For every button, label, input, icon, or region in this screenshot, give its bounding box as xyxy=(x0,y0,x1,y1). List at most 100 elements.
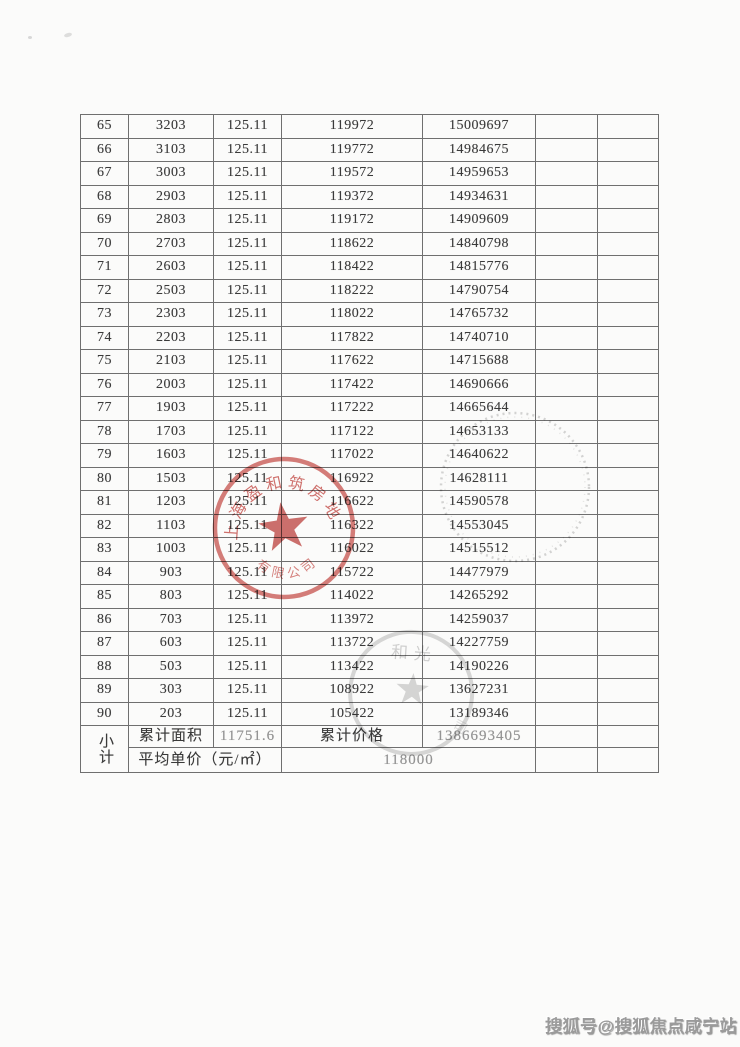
area: 125.11 xyxy=(213,537,282,562)
cumulative-price-label: 累计价格 xyxy=(281,725,423,748)
area: 125.11 xyxy=(213,419,282,444)
cumulative-price-value: 1386693405 xyxy=(422,725,536,748)
total-price: 14515512 xyxy=(422,537,536,562)
unit-price: 113972 xyxy=(281,607,423,632)
blank-cell xyxy=(535,208,598,233)
unit-price: 116622 xyxy=(281,490,423,515)
blank-cell xyxy=(535,654,598,679)
blank-cell xyxy=(597,349,659,374)
total-price: 14477979 xyxy=(422,560,536,585)
blank-cell xyxy=(597,255,659,280)
blank-cell xyxy=(597,584,659,609)
unit-no: 1203 xyxy=(128,490,214,515)
blank-cell xyxy=(597,114,659,139)
average-price-label: 平均单价（元/㎡） xyxy=(128,747,282,773)
row-no: 66 xyxy=(80,137,129,162)
subtotal-label: 小计 xyxy=(80,725,129,773)
total-price: 14653133 xyxy=(422,419,536,444)
blank-cell xyxy=(597,631,659,656)
blank-cell xyxy=(535,302,598,327)
blank-cell xyxy=(597,137,659,162)
row-no: 77 xyxy=(80,396,129,421)
total-price: 14959653 xyxy=(422,161,536,186)
area: 125.11 xyxy=(213,443,282,468)
unit-price: 105422 xyxy=(281,701,423,726)
unit-price: 113722 xyxy=(281,631,423,656)
summary-row-1: 小计 累计面积 11751.6 累计价格 1386693405 xyxy=(80,725,659,773)
unit-no: 2903 xyxy=(128,184,214,209)
area: 125.11 xyxy=(213,701,282,726)
unit-no: 703 xyxy=(128,607,214,632)
blank-cell xyxy=(535,184,598,209)
area: 125.11 xyxy=(213,349,282,374)
total-price: 14665644 xyxy=(422,396,536,421)
area: 125.11 xyxy=(213,396,282,421)
unit-no: 3003 xyxy=(128,161,214,186)
total-price: 15009697 xyxy=(422,114,536,139)
area: 125.11 xyxy=(213,607,282,632)
table-row: 77 1903 125.11 117222 14665644 xyxy=(80,396,659,421)
cumulative-area-label: 累计面积 xyxy=(128,725,214,748)
unit-no: 203 xyxy=(128,701,214,726)
blank-cell xyxy=(597,419,659,444)
table-row: 68 2903 125.11 119372 14934631 xyxy=(80,184,659,209)
blank-cell xyxy=(535,325,598,350)
unit-no: 1903 xyxy=(128,396,214,421)
total-price: 14840798 xyxy=(422,231,536,256)
area: 125.11 xyxy=(213,278,282,303)
blank-cell xyxy=(597,278,659,303)
table-body: 65 3203 125.11 119972 15009697 66 3103 125.11 11… xyxy=(80,114,659,726)
table-row: 76 2003 125.11 117422 14690666 xyxy=(80,372,659,397)
blank-cell xyxy=(597,725,659,748)
blank-cell xyxy=(597,325,659,350)
summary-section: 小计 累计面积 11751.6 累计价格 1386693405 平均单价（元/㎡… xyxy=(80,725,659,773)
area: 125.11 xyxy=(213,208,282,233)
blank-cell xyxy=(597,537,659,562)
blank-cell xyxy=(535,372,598,397)
area: 125.11 xyxy=(213,678,282,703)
row-no: 76 xyxy=(80,372,129,397)
unit-price: 117422 xyxy=(281,372,423,397)
unit-no: 1703 xyxy=(128,419,214,444)
table-row: 83 1003 125.11 116022 14515512 xyxy=(80,537,659,562)
blank-cell xyxy=(597,466,659,491)
row-no: 75 xyxy=(80,349,129,374)
table-row: 79 1603 125.11 117022 14640622 xyxy=(80,443,659,468)
total-price: 14815776 xyxy=(422,255,536,280)
blank-cell xyxy=(535,701,598,726)
unit-no: 303 xyxy=(128,678,214,703)
unit-no: 3103 xyxy=(128,137,214,162)
unit-price: 118222 xyxy=(281,278,423,303)
unit-price: 117222 xyxy=(281,396,423,421)
unit-price: 116322 xyxy=(281,513,423,538)
blank-cell xyxy=(597,560,659,585)
blank-cell xyxy=(597,302,659,327)
blank-cell xyxy=(597,747,659,773)
row-no: 84 xyxy=(80,560,129,585)
blank-cell xyxy=(597,184,659,209)
blank-cell xyxy=(597,513,659,538)
blank-cell xyxy=(535,419,598,444)
unit-price: 119972 xyxy=(281,114,423,139)
area: 125.11 xyxy=(213,584,282,609)
blank-cell xyxy=(535,584,598,609)
blank-cell xyxy=(535,161,598,186)
total-price: 14190226 xyxy=(422,654,536,679)
average-price-value: 118000 xyxy=(281,747,536,773)
unit-no: 2603 xyxy=(128,255,214,280)
area: 125.11 xyxy=(213,137,282,162)
total-price: 14265292 xyxy=(422,584,536,609)
unit-no: 2303 xyxy=(128,302,214,327)
blank-cell xyxy=(535,137,598,162)
row-no: 67 xyxy=(80,161,129,186)
table-row: 66 3103 125.11 119772 14984675 xyxy=(80,137,659,162)
blank-cell xyxy=(535,513,598,538)
area: 125.11 xyxy=(213,184,282,209)
row-no: 85 xyxy=(80,584,129,609)
area: 125.11 xyxy=(213,466,282,491)
total-price: 14590578 xyxy=(422,490,536,515)
table-row: 84 903 125.11 115722 14477979 xyxy=(80,560,659,585)
unit-price: 119772 xyxy=(281,137,423,162)
table-row: 75 2103 125.11 117622 14715688 xyxy=(80,349,659,374)
table-row: 82 1103 125.11 116322 14553045 xyxy=(80,513,659,538)
